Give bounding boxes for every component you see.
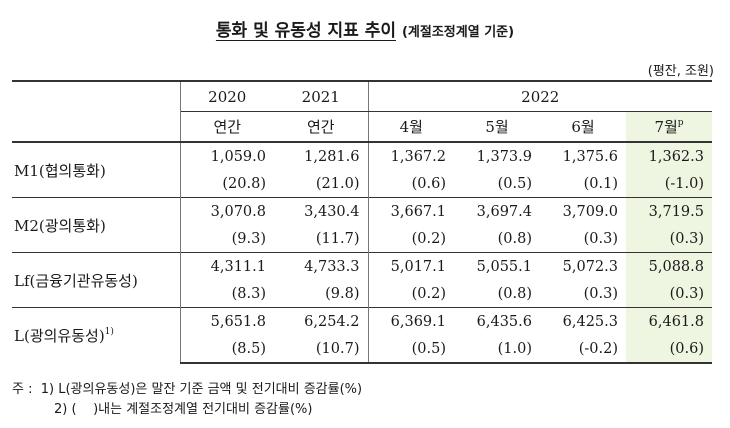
change-cell: (0.6) <box>411 175 446 192</box>
footnotes: 주 : 1) L(광의유동성)은 말잔 기준 금액 및 전기대비 증감률(%) … <box>12 380 362 420</box>
change-cell: (0.2) <box>411 230 446 247</box>
year-2022: 2022 <box>368 80 712 112</box>
value-cell: 5,651.8 <box>180 307 274 335</box>
year-2021: 2021 <box>274 80 369 112</box>
unit-label: (평잔, 조원) <box>647 64 714 79</box>
footnote-marker: 1) <box>104 327 114 337</box>
change-cell: (0.5) <box>497 175 532 192</box>
value-cell: 3,719.5 <box>626 197 712 225</box>
value-cell: 3,667.1 <box>368 197 454 225</box>
header-row-periods: 연간 연간 4월 5월 6월 7월p <box>12 111 712 143</box>
row-label: M2(광의통화) <box>12 197 181 253</box>
value-cell: 1,375.6 <box>562 148 618 165</box>
year-2020: 2020 <box>180 80 274 112</box>
change-cell: (9.8) <box>274 280 369 308</box>
change-cell: (11.7) <box>274 225 369 253</box>
change-cell: (20.8) <box>222 175 266 192</box>
change-cell: (0.6) <box>626 335 712 364</box>
value-cell: 3,709.0 <box>540 197 626 225</box>
change-cell: (0.5) <box>368 335 454 364</box>
change-cell: (8.5) <box>180 335 274 364</box>
value-cell: 1,059.0 <box>210 148 266 165</box>
change-cell: (21.0) <box>274 170 369 198</box>
change-cell: (0.2) <box>411 285 446 302</box>
change-cell: (1.0) <box>454 335 540 364</box>
value-cell: 4,733.3 <box>274 252 369 280</box>
row-label: M1(협의통화) <box>12 142 181 198</box>
value-cell: 5,055.1 <box>454 252 540 280</box>
change-cell: (8.3) <box>231 285 266 302</box>
footnote-1: 주 : 1) L(광의유동성)은 말잔 기준 금액 및 전기대비 증감률(%) <box>12 382 363 397</box>
table-row: M2(광의통화) 3,070.8 3,430.4 3,667.1 3,697.4 3,70… <box>12 197 712 253</box>
value-cell: 3,430.4 <box>274 197 369 225</box>
change-cell: (0.8) <box>497 230 532 247</box>
header-corner-bottom <box>12 111 181 143</box>
header-corner <box>12 80 181 112</box>
row-label: Lf(금융기관유동성) <box>12 252 181 308</box>
value-cell: 5,072.3 <box>540 252 626 280</box>
money-liquidity-table: 2020 2021 2022 연간 연간 4월 5월 6월 7월p M1(협의통… <box>12 80 712 364</box>
value-cell: 4,311.1 <box>180 252 274 280</box>
value-cell: 6,369.1 <box>368 307 454 335</box>
period-header: 4월 <box>368 111 454 143</box>
change-cell: (0.3) <box>626 280 712 308</box>
footnote-2: 2) ( )내는 계절조정계열 전기대비 증감률(%) <box>54 402 313 417</box>
preliminary-mark: p <box>677 118 684 128</box>
value-cell: 6,425.3 <box>540 307 626 335</box>
value-cell: 3,070.8 <box>180 197 274 225</box>
period-header: 연간 <box>274 111 369 143</box>
table-title: 통화 및 유동성 지표 추이 (계절조정계열 기준) <box>0 16 730 41</box>
change-cell: (9.3) <box>231 230 266 247</box>
row-label: L(광의유동성)1) <box>12 307 181 363</box>
period-header: 6월 <box>540 111 626 143</box>
value-cell: 3,697.4 <box>454 197 540 225</box>
table-row: (9.3) (11.7) (0.2) (0.8) (0.3) (0.3) <box>12 225 712 253</box>
value-cell: 6,435.6 <box>454 307 540 335</box>
value-cell: 6,254.2 <box>274 307 369 335</box>
table-row: Lf(금융기관유동성) 4,311.1 4,733.3 5,017.1 5,055.1 5… <box>12 252 712 308</box>
value-cell: 1,373.9 <box>476 148 532 165</box>
table-row: L(광의유동성)1) 5,651.8 6,254.2 6,369.1 6,435.6 6,… <box>12 307 712 363</box>
title-subtitle: (계절조정계열 기준) <box>401 25 515 40</box>
period-header: 5월 <box>454 111 540 143</box>
value-cell: 5,017.1 <box>368 252 454 280</box>
change-cell: (0.1) <box>583 175 618 192</box>
change-cell: (10.7) <box>274 335 369 364</box>
value-cell: 1,367.2 <box>390 148 446 165</box>
table-row: M1(협의통화) 1,059.0 1,281.6 1,367.2 1,373.9 1,37… <box>12 142 712 198</box>
value-cell: 1,362.3 <box>626 142 712 170</box>
change-cell: (0.3) <box>626 225 712 253</box>
value-cell: 1,281.6 <box>274 142 369 170</box>
value-cell: 6,461.8 <box>626 307 712 335</box>
table-row: (20.8) (21.0) (0.6) (0.5) (0.1) (-1.0) <box>12 170 712 198</box>
change-cell: (-1.0) <box>626 170 712 198</box>
change-cell: (0.3) <box>583 230 618 247</box>
table-row: (8.5) (10.7) (0.5) (1.0) (-0.2) (0.6) <box>12 335 712 364</box>
period-header: 연간 <box>180 111 274 143</box>
change-cell: (0.8) <box>497 285 532 302</box>
value-cell: 5,088.8 <box>626 252 712 280</box>
header-row-years: 2020 2021 2022 <box>12 80 712 112</box>
table-row: (8.3) (9.8) (0.2) (0.8) (0.3) (0.3) <box>12 280 712 308</box>
title-main: 통화 및 유동성 지표 추이 <box>215 21 396 41</box>
period-header-latest: 7월p <box>626 111 712 143</box>
change-cell: (-0.2) <box>540 335 626 364</box>
change-cell: (0.3) <box>583 285 618 302</box>
